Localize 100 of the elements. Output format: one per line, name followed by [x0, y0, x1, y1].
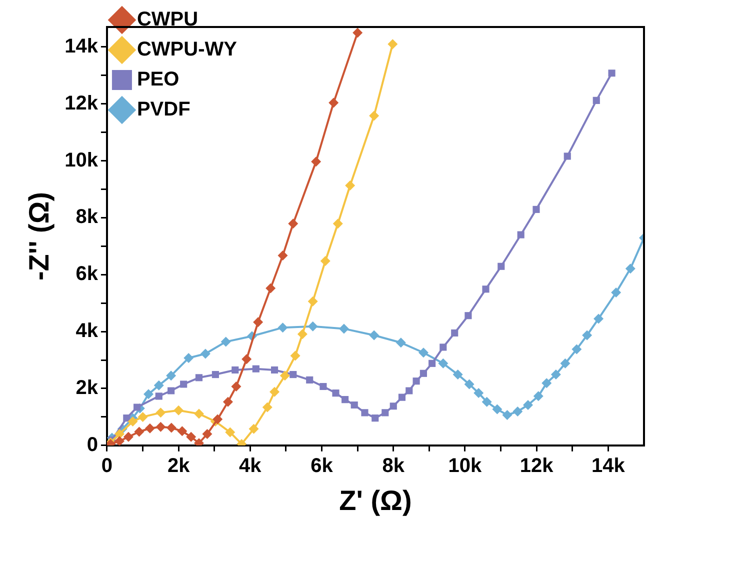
point — [350, 401, 358, 409]
point — [412, 378, 420, 385]
y-tick-label: 6k — [76, 263, 99, 286]
point — [438, 358, 448, 368]
point — [560, 358, 570, 368]
point — [128, 416, 138, 426]
x-tick-label: 6k — [310, 454, 334, 477]
point — [134, 404, 141, 411]
point — [138, 412, 148, 422]
point — [308, 296, 318, 306]
point — [406, 387, 413, 394]
point — [625, 264, 636, 274]
point — [502, 410, 512, 420]
x-tick-label: 4k — [239, 454, 262, 477]
point — [262, 402, 272, 412]
y-tick-label: 10k — [64, 149, 99, 172]
point — [361, 409, 368, 416]
point — [440, 344, 447, 351]
y-tick-label: 2k — [76, 376, 99, 399]
point — [166, 422, 176, 433]
point — [550, 370, 561, 380]
point — [177, 426, 188, 436]
point — [498, 262, 505, 270]
point — [474, 388, 484, 398]
point — [369, 330, 380, 340]
point — [184, 353, 194, 364]
point — [156, 422, 166, 432]
point — [253, 317, 264, 328]
point — [332, 389, 340, 397]
point — [174, 405, 184, 416]
point — [572, 344, 582, 354]
point — [144, 423, 155, 434]
point — [482, 286, 490, 293]
point — [592, 96, 600, 104]
point — [328, 98, 339, 108]
y-tick-label: 0 — [86, 434, 98, 456]
point — [144, 389, 154, 400]
point — [451, 329, 458, 337]
point — [533, 391, 544, 402]
x-tick-label: 2k — [167, 454, 191, 477]
point — [278, 322, 288, 333]
point — [155, 392, 162, 400]
point — [564, 152, 571, 160]
point — [134, 426, 144, 437]
point — [290, 370, 297, 378]
x-tick-label: 8k — [382, 454, 406, 477]
point — [195, 374, 203, 382]
point — [532, 206, 540, 213]
y-tick-label: 8k — [76, 206, 99, 228]
point — [220, 336, 231, 347]
point — [372, 414, 379, 422]
y-tick-label: 12k — [64, 92, 99, 114]
point — [311, 156, 322, 167]
point — [168, 387, 175, 394]
point — [154, 380, 164, 390]
point — [225, 427, 236, 438]
point — [608, 70, 616, 77]
point — [202, 429, 212, 440]
x-tick-label: 12k — [520, 454, 554, 477]
point — [332, 218, 343, 229]
point — [352, 28, 363, 38]
point — [290, 350, 300, 361]
point — [338, 324, 349, 334]
point — [452, 370, 463, 380]
point — [212, 370, 219, 378]
point — [222, 396, 233, 407]
y-tick-label: 4k — [76, 320, 99, 342]
point — [542, 378, 552, 388]
point — [369, 110, 380, 121]
point — [464, 379, 474, 390]
point — [180, 380, 188, 388]
x-tick-label: 14k — [592, 454, 626, 477]
point — [594, 314, 604, 324]
point — [382, 409, 389, 416]
point — [512, 406, 523, 417]
point — [582, 330, 592, 340]
point — [523, 400, 533, 410]
y-axis-title: -Z'' (Ω) — [24, 192, 55, 281]
x-tick-label: 10k — [448, 454, 483, 477]
point — [398, 394, 406, 401]
point — [390, 402, 397, 410]
point — [232, 366, 239, 374]
point — [114, 436, 124, 446]
legend-label: CWPU — [136, 8, 198, 31]
point — [418, 348, 428, 358]
point — [166, 370, 176, 381]
point — [308, 321, 318, 332]
point — [297, 329, 308, 340]
point — [420, 370, 427, 377]
point — [492, 404, 502, 414]
point — [388, 39, 398, 50]
point — [464, 312, 472, 320]
point — [345, 180, 356, 191]
point — [242, 354, 252, 364]
point — [270, 366, 278, 374]
point — [278, 250, 288, 261]
point — [212, 414, 223, 424]
point — [517, 231, 524, 238]
point — [280, 370, 290, 381]
x-tick-label: 0 — [101, 454, 113, 477]
